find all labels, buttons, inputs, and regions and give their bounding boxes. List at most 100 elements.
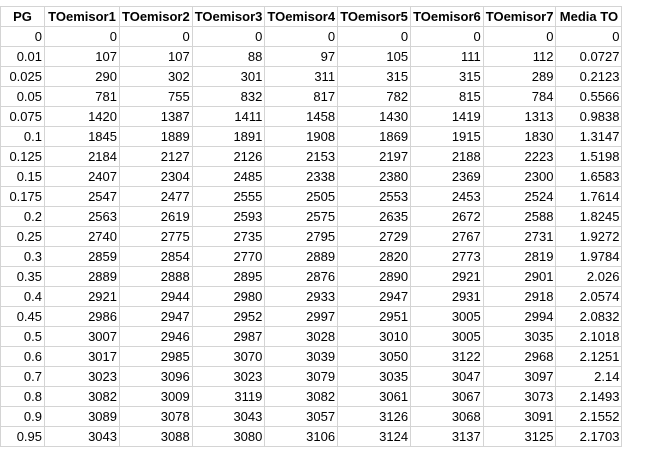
cell-media-to[interactable]: 1.6583 <box>555 166 623 187</box>
cell-toemisor7[interactable]: 2731 <box>482 226 557 247</box>
cell-toemisor2[interactable]: 0 <box>119 26 193 47</box>
cell-pg[interactable]: 0.3 <box>0 246 45 267</box>
cell-toemisor7[interactable]: 112 <box>482 46 557 67</box>
cell-toemisor5[interactable]: 3124 <box>337 426 412 447</box>
cell-toemisor3[interactable]: 3023 <box>191 366 266 387</box>
cell-toemisor3[interactable]: 1891 <box>191 126 266 147</box>
cell-toemisor6[interactable]: 2773 <box>410 246 484 267</box>
cell-toemisor1[interactable]: 3007 <box>44 326 120 347</box>
header-cell-pg[interactable]: PG <box>0 6 45 27</box>
header-cell-toemisor7[interactable]: TOemisor7 <box>482 6 557 27</box>
cell-toemisor4[interactable]: 311 <box>264 66 339 87</box>
cell-toemisor3[interactable]: 2895 <box>191 266 266 287</box>
cell-toemisor1[interactable]: 3089 <box>44 406 120 427</box>
cell-pg[interactable]: 0.35 <box>0 266 45 287</box>
cell-toemisor3[interactable]: 2485 <box>191 166 266 187</box>
cell-toemisor4[interactable]: 3039 <box>264 346 339 367</box>
cell-toemisor2[interactable]: 2946 <box>119 326 193 347</box>
cell-toemisor7[interactable]: 3035 <box>482 326 557 347</box>
cell-toemisor3[interactable]: 2770 <box>191 246 266 267</box>
cell-toemisor5[interactable]: 315 <box>337 66 412 87</box>
cell-toemisor2[interactable]: 3009 <box>119 386 193 407</box>
cell-toemisor2[interactable]: 2985 <box>119 346 193 367</box>
cell-toemisor4[interactable]: 2933 <box>264 286 339 307</box>
cell-toemisor3[interactable]: 3043 <box>191 406 266 427</box>
cell-toemisor3[interactable]: 2126 <box>191 146 266 167</box>
header-cell-toemisor5[interactable]: TOemisor5 <box>337 6 412 27</box>
cell-media-to[interactable]: 0.0727 <box>555 46 623 67</box>
header-cell-media-to[interactable]: Media TO <box>555 6 623 27</box>
cell-toemisor4[interactable]: 97 <box>264 46 339 67</box>
cell-toemisor4[interactable]: 2505 <box>264 186 339 207</box>
cell-toemisor1[interactable]: 290 <box>44 66 120 87</box>
cell-toemisor4[interactable]: 2876 <box>264 266 339 287</box>
cell-toemisor5[interactable]: 2890 <box>337 266 412 287</box>
cell-toemisor7[interactable]: 2223 <box>482 146 557 167</box>
cell-toemisor7[interactable]: 2994 <box>482 306 557 327</box>
cell-toemisor1[interactable]: 2889 <box>44 266 120 287</box>
cell-pg[interactable]: 0.5 <box>0 326 45 347</box>
cell-toemisor3[interactable]: 2555 <box>191 186 266 207</box>
cell-toemisor1[interactable]: 1420 <box>44 106 120 127</box>
cell-toemisor5[interactable]: 3126 <box>337 406 412 427</box>
cell-toemisor3[interactable]: 88 <box>191 46 266 67</box>
cell-toemisor7[interactable]: 289 <box>482 66 557 87</box>
cell-toemisor4[interactable]: 817 <box>264 86 339 107</box>
cell-toemisor2[interactable]: 107 <box>119 46 193 67</box>
cell-toemisor6[interactable]: 3005 <box>410 326 484 347</box>
cell-pg[interactable]: 0.7 <box>0 366 45 387</box>
cell-toemisor1[interactable]: 2859 <box>44 246 120 267</box>
cell-pg[interactable]: 0.125 <box>0 146 45 167</box>
cell-media-to[interactable]: 2.0574 <box>555 286 623 307</box>
cell-media-to[interactable]: 0.5566 <box>555 86 623 107</box>
cell-toemisor4[interactable]: 3082 <box>264 386 339 407</box>
cell-toemisor6[interactable]: 815 <box>410 86 484 107</box>
cell-media-to[interactable]: 2.1251 <box>555 346 623 367</box>
cell-toemisor6[interactable]: 2767 <box>410 226 484 247</box>
cell-pg[interactable]: 0.95 <box>0 426 45 447</box>
cell-media-to[interactable]: 1.9272 <box>555 226 623 247</box>
cell-toemisor2[interactable]: 2127 <box>119 146 193 167</box>
cell-toemisor7[interactable]: 3091 <box>482 406 557 427</box>
cell-toemisor2[interactable]: 1889 <box>119 126 193 147</box>
cell-toemisor7[interactable]: 3073 <box>482 386 557 407</box>
cell-toemisor1[interactable]: 2563 <box>44 206 120 227</box>
cell-toemisor1[interactable]: 3017 <box>44 346 120 367</box>
cell-toemisor2[interactable]: 2775 <box>119 226 193 247</box>
header-cell-toemisor3[interactable]: TOemisor3 <box>191 6 266 27</box>
cell-toemisor3[interactable]: 3080 <box>191 426 266 447</box>
cell-toemisor1[interactable]: 2921 <box>44 286 120 307</box>
cell-toemisor5[interactable]: 2635 <box>337 206 412 227</box>
cell-toemisor6[interactable]: 2453 <box>410 186 484 207</box>
cell-toemisor2[interactable]: 1387 <box>119 106 193 127</box>
cell-toemisor3[interactable]: 0 <box>191 26 266 47</box>
cell-toemisor4[interactable]: 2338 <box>264 166 339 187</box>
cell-toemisor5[interactable]: 3061 <box>337 386 412 407</box>
cell-toemisor7[interactable]: 2524 <box>482 186 557 207</box>
cell-toemisor3[interactable]: 1411 <box>191 106 266 127</box>
header-cell-toemisor4[interactable]: TOemisor4 <box>264 6 339 27</box>
cell-toemisor5[interactable]: 2553 <box>337 186 412 207</box>
cell-pg[interactable]: 0.1 <box>0 126 45 147</box>
cell-media-to[interactable]: 2.1703 <box>555 426 623 447</box>
cell-toemisor3[interactable]: 3119 <box>191 386 266 407</box>
cell-media-to[interactable]: 1.9784 <box>555 246 623 267</box>
cell-toemisor5[interactable]: 2820 <box>337 246 412 267</box>
cell-toemisor6[interactable]: 3122 <box>410 346 484 367</box>
cell-toemisor5[interactable]: 105 <box>337 46 412 67</box>
cell-toemisor4[interactable]: 1908 <box>264 126 339 147</box>
cell-toemisor6[interactable]: 3047 <box>410 366 484 387</box>
cell-toemisor6[interactable]: 3005 <box>410 306 484 327</box>
cell-toemisor6[interactable]: 3068 <box>410 406 484 427</box>
cell-media-to[interactable]: 0.9838 <box>555 106 623 127</box>
cell-toemisor1[interactable]: 2740 <box>44 226 120 247</box>
cell-toemisor5[interactable]: 782 <box>337 86 412 107</box>
cell-media-to[interactable]: 2.0832 <box>555 306 623 327</box>
cell-toemisor3[interactable]: 2987 <box>191 326 266 347</box>
cell-toemisor5[interactable]: 2951 <box>337 306 412 327</box>
cell-toemisor6[interactable]: 111 <box>410 46 484 67</box>
cell-toemisor1[interactable]: 3023 <box>44 366 120 387</box>
cell-toemisor6[interactable]: 2369 <box>410 166 484 187</box>
cell-media-to[interactable]: 0 <box>555 26 623 47</box>
cell-toemisor5[interactable]: 2729 <box>337 226 412 247</box>
